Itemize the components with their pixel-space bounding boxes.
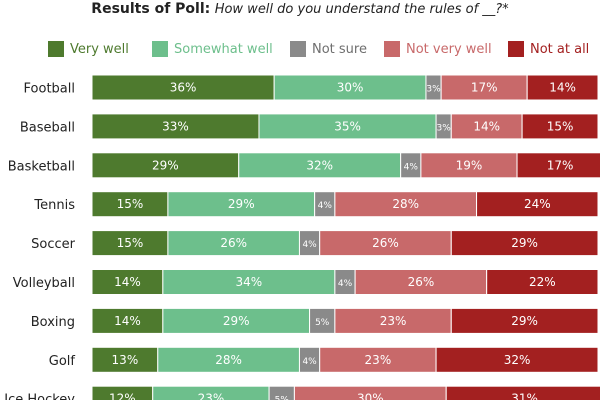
chart-subtitle: How well do you understand the rules of …: [214, 2, 509, 17]
bar-soccer-not-at-all: [450, 230, 599, 257]
data-label-boxing-not-sure: 5%: [315, 318, 330, 328]
data-label-ice-hockey-somewhat-well: 23%: [198, 392, 225, 400]
chart-title: Results of Poll: How well do you underst…: [0, 1, 600, 17]
bar-basketball-not-at-all: [516, 152, 600, 179]
bar-volleyball-not-very-well: [354, 269, 488, 295]
bar-volleyball-not-at-all: [486, 269, 599, 295]
data-label-ice-hockey-not-sure: 5%: [275, 396, 290, 400]
category-label-golf: Golf: [49, 354, 76, 369]
data-label-golf-somewhat-well: 28%: [215, 353, 242, 367]
data-label-volleyball-somewhat-well: 34%: [236, 275, 263, 289]
data-label-football-not-sure: 3%: [426, 85, 441, 95]
data-label-boxing-somewhat-well: 29%: [223, 314, 250, 328]
data-label-boxing-not-very-well: 23%: [380, 314, 407, 328]
data-label-baseball-very-well: 33%: [162, 119, 189, 133]
data-label-boxing-very-well: 14%: [114, 314, 141, 328]
bar-golf-somewhat-well: [157, 346, 300, 373]
data-label-baseball-not-very-well: 14%: [473, 119, 500, 133]
legend-swatch-somewhat-well: [152, 41, 168, 57]
chart-title-main: Results of Poll:: [91, 1, 211, 17]
bar-tennis-not-very-well: [334, 191, 478, 218]
data-label-volleyball-not-sure: 4%: [338, 279, 353, 289]
data-label-golf-not-very-well: 23%: [365, 353, 392, 367]
legend-swatch-very-well: [48, 41, 64, 57]
data-label-soccer-not-very-well: 26%: [372, 236, 399, 250]
data-label-tennis-not-at-all: 24%: [524, 197, 551, 211]
category-label-baseball: Baseball: [20, 120, 75, 135]
bar-soccer-not-very-well: [319, 230, 452, 257]
category-label-football: Football: [24, 82, 75, 97]
category-label-tennis: Tennis: [33, 198, 75, 213]
bar-basketball-not-very-well: [420, 152, 518, 179]
data-label-tennis-somewhat-well: 29%: [228, 197, 255, 211]
data-label-baseball-somewhat-well: 35%: [334, 119, 361, 133]
data-label-basketball-not-very-well: 19%: [456, 158, 483, 172]
bar-tennis-somewhat-well: [167, 191, 316, 218]
data-label-golf-very-well: 13%: [112, 353, 139, 367]
data-label-football-somewhat-well: 30%: [337, 81, 364, 95]
data-label-basketball-not-at-all: 17%: [547, 158, 574, 172]
data-label-soccer-very-well: 15%: [117, 236, 144, 250]
category-label-boxing: Boxing: [31, 315, 75, 330]
bar-boxing-not-sure: [309, 307, 336, 334]
data-label-golf-not-sure: 4%: [302, 357, 317, 367]
data-label-soccer-not-at-all: 29%: [511, 236, 538, 250]
data-label-soccer-not-sure: 4%: [302, 240, 317, 250]
legend-swatch-not-sure: [290, 41, 306, 57]
bar-boxing-not-at-all: [450, 307, 599, 334]
bar-boxing-very-well: [91, 307, 164, 334]
data-label-basketball-very-well: 29%: [152, 158, 179, 172]
bar-volleyball-very-well: [91, 269, 164, 295]
data-label-baseball-not-at-all: 15%: [547, 119, 574, 133]
data-label-volleyball-not-at-all: 22%: [529, 275, 556, 289]
data-label-boxing-not-at-all: 29%: [511, 314, 538, 328]
data-label-ice-hockey-very-well: 12%: [109, 392, 136, 400]
data-label-golf-not-at-all: 32%: [504, 353, 531, 367]
bar-football-not-at-all: [526, 74, 599, 101]
bar-golf-not-very-well: [319, 346, 437, 373]
category-label-ice-hockey: Ice Hockey: [4, 393, 75, 400]
legend-label-somewhat-well: Somewhat well: [174, 42, 273, 57]
category-label-soccer: Soccer: [31, 237, 75, 252]
legend-swatch-not-at-all: [508, 41, 524, 57]
bar-ice-hockey-not-at-all: [445, 385, 600, 400]
bar-tennis-not-at-all: [476, 191, 599, 218]
data-label-volleyball-very-well: 14%: [114, 275, 141, 289]
data-label-football-not-very-well: 17%: [471, 81, 498, 95]
bar-football-somewhat-well: [273, 74, 427, 101]
data-label-soccer-somewhat-well: 26%: [220, 236, 247, 250]
data-label-volleyball-not-very-well: 26%: [408, 275, 435, 289]
data-label-basketball-somewhat-well: 32%: [306, 158, 333, 172]
bar-baseball-somewhat-well: [258, 113, 437, 140]
bar-baseball-not-very-well: [450, 113, 523, 140]
bar-golf-very-well: [91, 346, 159, 373]
data-label-football-very-well: 36%: [170, 81, 197, 95]
data-label-ice-hockey-not-at-all: 31%: [511, 392, 538, 400]
data-label-football-not-at-all: 14%: [549, 81, 576, 95]
data-label-ice-hockey-not-very-well: 30%: [357, 392, 384, 400]
bar-golf-not-at-all: [435, 346, 599, 373]
data-label-tennis-not-sure: 4%: [318, 201, 333, 211]
bar-football-very-well: [91, 74, 275, 101]
bar-basketball-somewhat-well: [238, 152, 402, 179]
data-label-tennis-not-very-well: 28%: [392, 197, 419, 211]
legend-swatch-not-very-well: [384, 41, 400, 57]
data-label-tennis-very-well: 15%: [117, 197, 144, 211]
bar-baseball-very-well: [91, 113, 260, 140]
legend-label-very-well: Very well: [70, 42, 129, 57]
legend-label-not-sure: Not sure: [312, 42, 367, 57]
bar-baseball-not-at-all: [521, 113, 599, 140]
legend-label-not-at-all: Not at all: [530, 42, 590, 57]
legend-label-not-very-well: Not very well: [406, 42, 492, 57]
data-label-basketball-not-sure: 4%: [404, 162, 419, 172]
bar-football-not-very-well: [440, 74, 528, 101]
category-label-volleyball: Volleyball: [13, 276, 75, 291]
chart-legend: Very well Somewhat well Not sure Not ver…: [0, 40, 600, 60]
data-label-baseball-not-sure: 3%: [437, 123, 452, 133]
category-label-basketball: Basketball: [8, 159, 75, 174]
